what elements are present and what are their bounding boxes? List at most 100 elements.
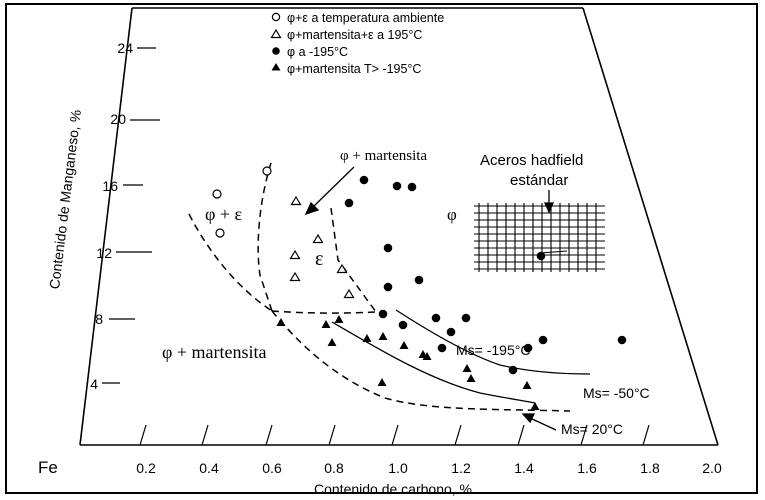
filled-circle-point xyxy=(378,309,388,319)
open-circle-point xyxy=(212,189,222,199)
ms-20-label: Ms= 20°C xyxy=(561,421,623,437)
open-triangle-point xyxy=(336,263,348,274)
legend-open-triangle-marker xyxy=(270,28,282,39)
filled-circle-point xyxy=(392,181,402,191)
c-tick-2.0: 2.0 xyxy=(702,460,722,476)
filled-triangle-point xyxy=(276,318,286,326)
filled-circle-point xyxy=(536,251,546,261)
mn-tick-8: 8 xyxy=(95,311,103,327)
c-axis-ticks xyxy=(139,424,650,446)
filled-triangle-point xyxy=(334,315,344,323)
filled-circle-point xyxy=(383,282,393,292)
legend-label-0: φ+ε a temperatura ambiente xyxy=(287,11,444,25)
c-tick-0.2: 0.2 xyxy=(136,460,156,476)
ms-minus-50-label: Ms= -50°C xyxy=(583,385,650,401)
filled-circle-point xyxy=(431,313,441,323)
region-label-phi-eps: φ + ε xyxy=(205,204,243,224)
filled-circle-point xyxy=(383,243,393,253)
boundary-phi-eps-right xyxy=(257,162,273,312)
carbon-axis-title: Contenido de carbono, % xyxy=(314,481,472,497)
dashed-boundaries xyxy=(188,162,571,412)
filled-circle-points xyxy=(344,175,627,375)
filled-circle-point xyxy=(617,335,627,345)
c-tick-0.8: 0.8 xyxy=(324,460,344,476)
region-label-phi-martensita: φ + martensita xyxy=(162,342,267,362)
open-circle-point xyxy=(262,166,272,176)
manganese-axis-title: Contenido de Manganeso, % xyxy=(46,109,84,290)
filled-triangle-point xyxy=(399,341,409,349)
filled-circle-point xyxy=(359,175,369,185)
hadfield-label-line1: Aceros hadfield xyxy=(480,152,583,169)
c-tick-1.8: 1.8 xyxy=(640,460,660,476)
filled-circle-point xyxy=(508,365,518,375)
filled-triangle-point xyxy=(362,334,372,342)
filled-triangle-point xyxy=(466,374,476,382)
open-circle-points xyxy=(212,166,272,238)
c-tick-1.4: 1.4 xyxy=(514,460,534,476)
region-label-phi: φ xyxy=(447,205,457,224)
filled-circle-point xyxy=(446,327,456,337)
region-label-phi-martensita-top: φ + martensita xyxy=(340,148,427,164)
c-tick-0.6: 0.6 xyxy=(262,460,282,476)
legend-label-3: φ+martensita T> -195°C xyxy=(287,62,421,76)
legend-label-2: φ a -195°C xyxy=(287,45,348,59)
open-triangle-point xyxy=(343,288,355,299)
fe-label: Fe xyxy=(38,458,58,477)
arrow-ms-20-head xyxy=(521,413,536,424)
filled-triangle-point xyxy=(377,378,387,386)
filled-circle-point xyxy=(538,335,548,345)
filled-circle-point xyxy=(414,275,424,285)
mn-tick-4: 4 xyxy=(90,376,98,392)
hadfield-label-line2: estándar xyxy=(510,172,568,189)
mn-tick-12: 12 xyxy=(96,245,112,261)
right-edge-line xyxy=(582,7,719,446)
filled-circle-point xyxy=(437,343,447,353)
mn-tick-24: 24 xyxy=(117,40,133,56)
ms-curves xyxy=(331,250,591,404)
boundary-eps-bottom xyxy=(271,310,377,314)
legend-open-circle-marker xyxy=(271,12,281,22)
ms-minus-195-label: Ms= -195°C xyxy=(456,342,530,358)
arrow-ms-20 xyxy=(529,417,557,431)
region-label-eps: ε xyxy=(315,248,323,270)
hadfield-grid xyxy=(474,203,605,272)
legend-filled-triangle-marker xyxy=(271,63,281,71)
filled-triangle-point xyxy=(422,352,432,360)
open-triangle-point xyxy=(289,271,301,282)
filled-triangle-point xyxy=(522,381,532,389)
ms-minus-195-leader xyxy=(539,250,568,254)
filled-circle-point xyxy=(398,320,408,330)
filled-triangle-points xyxy=(276,315,540,410)
open-triangle-point xyxy=(289,249,301,260)
legend-filled-circle-marker xyxy=(272,47,280,55)
filled-circle-point xyxy=(344,198,354,208)
mn-tick-16: 16 xyxy=(102,178,118,194)
open-triangle-point xyxy=(312,233,324,244)
filled-circle-point xyxy=(461,313,471,323)
left-axis-line xyxy=(79,7,133,446)
boundary-eps-right xyxy=(330,207,377,313)
open-triangle-point xyxy=(290,195,302,206)
legend: φ+ε a temperatura ambiente φ+martensita+… xyxy=(270,11,444,76)
ms-minus-195-curve xyxy=(395,309,591,375)
boundary-ms-20 xyxy=(271,310,571,412)
legend-label-1: φ+martensita+ε a 195°C xyxy=(287,28,422,42)
figure-frame xyxy=(5,3,758,494)
c-tick-1.6: 1.6 xyxy=(577,460,597,476)
filled-circle-point xyxy=(407,182,417,192)
ms-minus-50-curve xyxy=(331,321,536,404)
arrow-hadfield-head xyxy=(543,202,555,214)
filled-triangle-point xyxy=(462,364,472,372)
c-tick-0.4: 0.4 xyxy=(199,460,219,476)
filled-triangle-point xyxy=(321,320,331,328)
mn-tick-20: 20 xyxy=(110,111,126,127)
filled-triangle-point xyxy=(327,338,337,346)
arrow-phi-martensita-head xyxy=(304,201,320,216)
boundary-phi-eps-left xyxy=(188,213,273,312)
c-tick-1.2: 1.2 xyxy=(451,460,471,476)
filled-triangle-point xyxy=(378,332,388,340)
c-tick-1.0: 1.0 xyxy=(388,460,408,476)
filled-triangle-point xyxy=(530,402,540,410)
open-circle-point xyxy=(215,228,225,238)
